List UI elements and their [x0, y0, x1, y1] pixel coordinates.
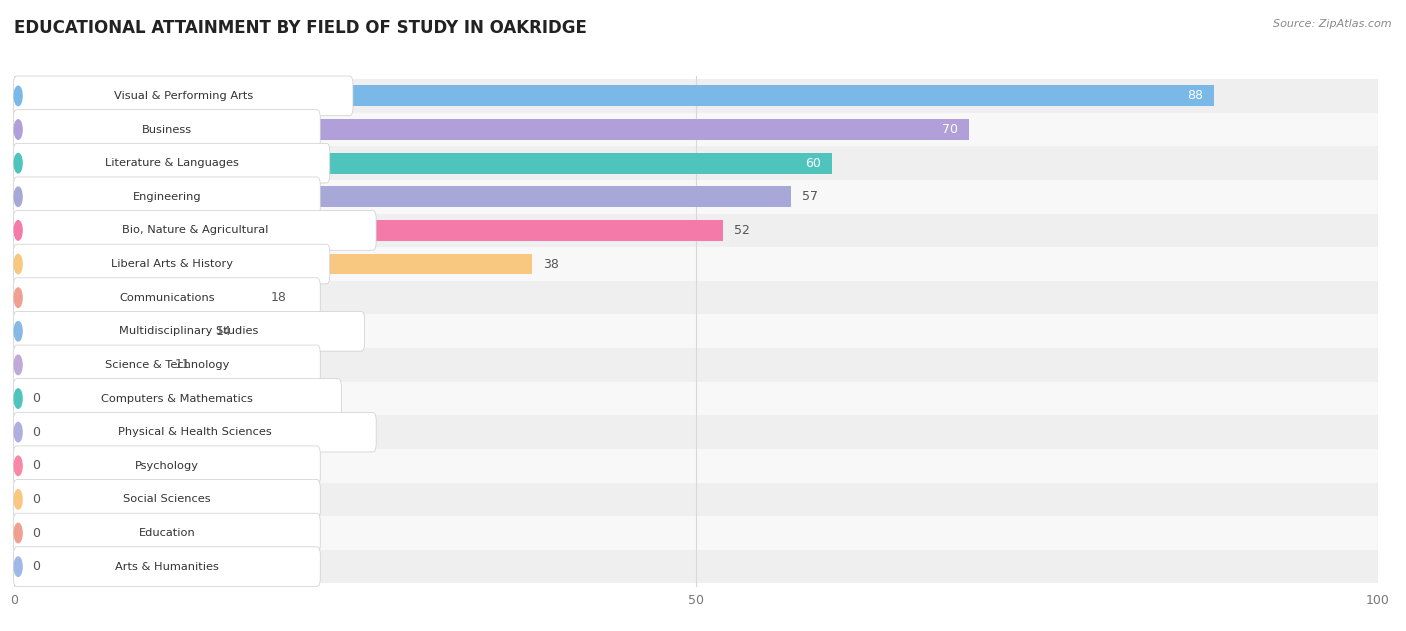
Text: Science & Technology: Science & Technology	[104, 360, 229, 370]
Text: 0: 0	[32, 459, 39, 472]
FancyBboxPatch shape	[14, 143, 330, 183]
Bar	[14, 247, 1378, 281]
FancyBboxPatch shape	[14, 446, 321, 486]
Bar	[14, 146, 1378, 180]
Circle shape	[14, 120, 22, 139]
Text: 14: 14	[217, 325, 232, 338]
Circle shape	[14, 355, 22, 375]
Text: Computers & Mathematics: Computers & Mathematics	[101, 394, 253, 404]
Bar	[14, 348, 1378, 382]
Bar	[14, 287, 260, 308]
Bar	[14, 186, 792, 207]
Circle shape	[14, 221, 22, 240]
FancyBboxPatch shape	[14, 244, 330, 284]
Text: 0: 0	[32, 426, 39, 439]
Bar	[14, 180, 1378, 213]
Text: 88: 88	[1187, 90, 1204, 102]
FancyBboxPatch shape	[14, 312, 364, 351]
Circle shape	[14, 422, 22, 442]
Text: Bio, Nature & Agricultural: Bio, Nature & Agricultural	[121, 225, 269, 235]
Bar	[14, 85, 1215, 106]
Bar	[14, 113, 1378, 146]
Bar	[14, 388, 21, 409]
Text: 57: 57	[803, 191, 818, 203]
Bar	[14, 119, 969, 140]
Bar	[14, 281, 1378, 314]
Circle shape	[14, 456, 22, 476]
Text: EDUCATIONAL ATTAINMENT BY FIELD OF STUDY IN OAKRIDGE: EDUCATIONAL ATTAINMENT BY FIELD OF STUDY…	[14, 19, 586, 37]
FancyBboxPatch shape	[14, 110, 321, 150]
FancyBboxPatch shape	[14, 76, 353, 115]
Bar	[14, 422, 21, 442]
Text: Visual & Performing Arts: Visual & Performing Arts	[114, 91, 253, 101]
FancyBboxPatch shape	[14, 547, 321, 586]
Text: 0: 0	[32, 392, 39, 405]
Text: 60: 60	[806, 156, 821, 170]
FancyBboxPatch shape	[14, 412, 377, 452]
FancyBboxPatch shape	[14, 513, 321, 553]
Circle shape	[14, 389, 22, 408]
Bar	[14, 321, 205, 342]
Bar	[14, 516, 1378, 550]
Text: Physical & Health Sciences: Physical & Health Sciences	[118, 427, 271, 437]
Bar	[14, 522, 21, 543]
Circle shape	[14, 254, 22, 274]
Text: 18: 18	[270, 291, 287, 304]
Text: Psychology: Psychology	[135, 461, 198, 471]
Text: 0: 0	[32, 560, 39, 573]
Circle shape	[14, 557, 22, 576]
Text: Multidisciplinary Studies: Multidisciplinary Studies	[120, 326, 259, 336]
Circle shape	[14, 322, 22, 341]
Circle shape	[14, 153, 22, 173]
Text: Liberal Arts & History: Liberal Arts & History	[111, 259, 232, 269]
Circle shape	[14, 523, 22, 543]
Text: Business: Business	[142, 124, 191, 134]
Bar	[14, 382, 1378, 415]
Bar	[14, 449, 1378, 483]
Circle shape	[14, 187, 22, 206]
FancyBboxPatch shape	[14, 278, 321, 317]
Text: Arts & Humanities: Arts & Humanities	[115, 562, 219, 572]
Text: Engineering: Engineering	[132, 192, 201, 202]
FancyBboxPatch shape	[14, 480, 321, 519]
FancyBboxPatch shape	[14, 211, 377, 251]
Text: Education: Education	[138, 528, 195, 538]
FancyBboxPatch shape	[14, 177, 321, 216]
Bar	[14, 355, 165, 375]
Text: Communications: Communications	[120, 293, 215, 303]
Bar	[14, 254, 533, 274]
Circle shape	[14, 490, 22, 509]
Bar	[14, 213, 1378, 247]
FancyBboxPatch shape	[14, 379, 342, 418]
Text: 70: 70	[942, 123, 957, 136]
Bar	[14, 489, 21, 510]
Text: 52: 52	[734, 224, 749, 237]
Text: Literature & Languages: Literature & Languages	[104, 158, 239, 168]
Bar	[14, 557, 21, 577]
FancyBboxPatch shape	[14, 345, 321, 385]
Bar	[14, 415, 1378, 449]
Text: Source: ZipAtlas.com: Source: ZipAtlas.com	[1274, 19, 1392, 29]
Circle shape	[14, 86, 22, 105]
Text: 0: 0	[32, 526, 39, 540]
Text: 0: 0	[32, 493, 39, 506]
Bar	[14, 483, 1378, 516]
Bar	[14, 550, 1378, 584]
Text: 11: 11	[174, 358, 191, 372]
Bar	[14, 220, 723, 241]
Circle shape	[14, 288, 22, 307]
Bar	[14, 79, 1378, 113]
Bar	[14, 456, 21, 476]
Text: 38: 38	[543, 257, 560, 271]
Bar	[14, 153, 832, 174]
Bar	[14, 314, 1378, 348]
Text: Social Sciences: Social Sciences	[122, 495, 211, 504]
